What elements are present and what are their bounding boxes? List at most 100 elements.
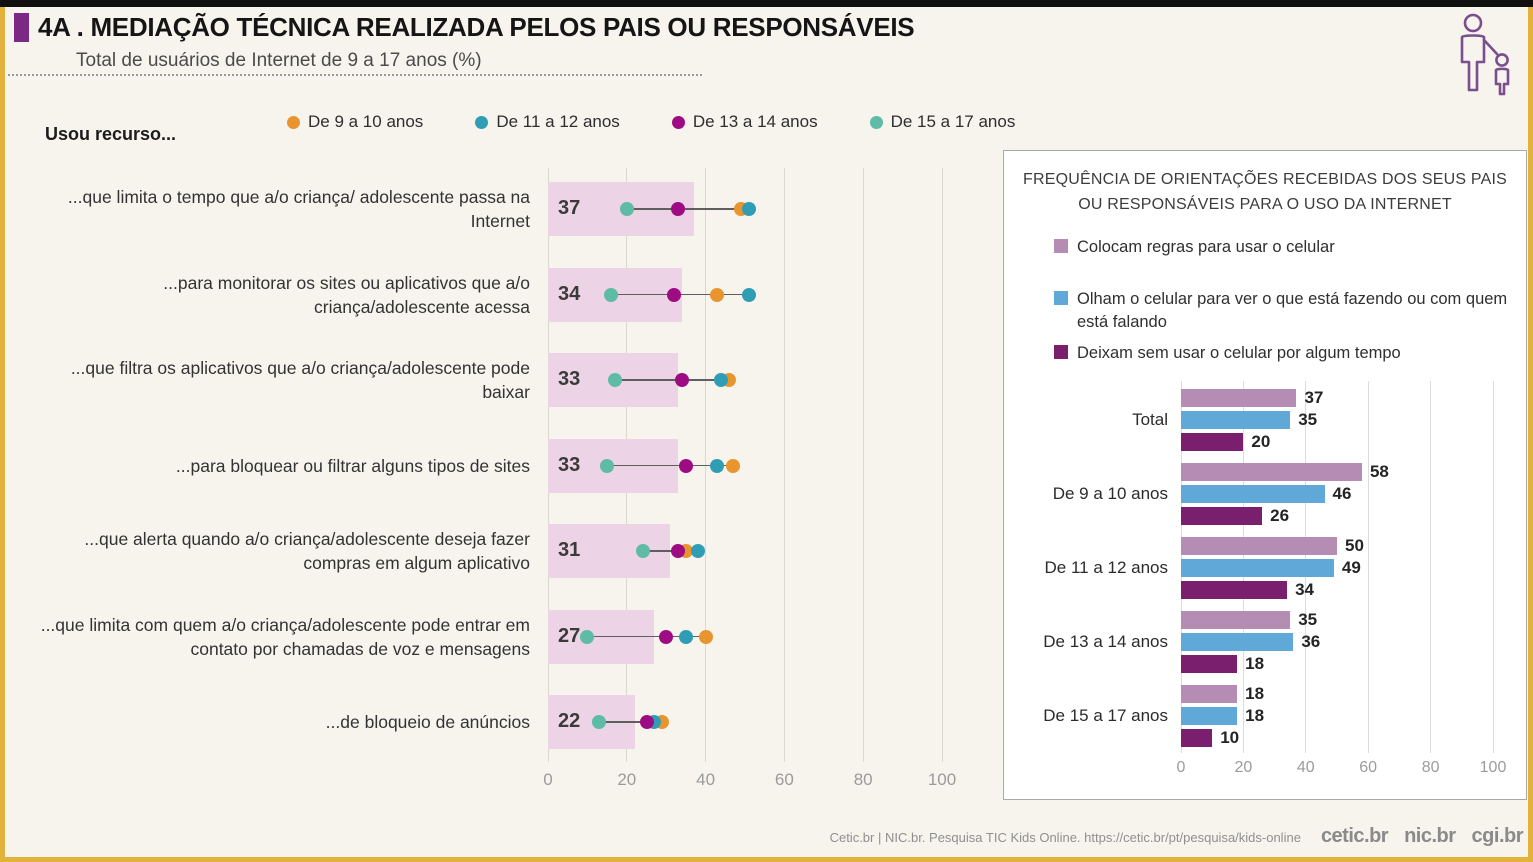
dot-de-15-a-17-anos bbox=[592, 715, 607, 729]
dot-connector bbox=[614, 379, 730, 381]
bar-colocam bbox=[1181, 537, 1337, 555]
legend-item-11-12: De 11 a 12 anos bbox=[475, 112, 620, 132]
frame-border bbox=[1528, 0, 1533, 862]
group-label: Total bbox=[1132, 410, 1168, 429]
total-value-label: 27 bbox=[558, 624, 581, 647]
cetic-logo: cetic.br bbox=[1320, 825, 1389, 847]
dot-de-15-a-17-anos bbox=[604, 287, 619, 302]
frequency-inset-panel: FREQUÊNCIA DE ORIENTAÇÕES RECEBIDAS DOS … bbox=[1003, 150, 1527, 800]
category-label: ...para monitorar os sites ou aplicativo… bbox=[163, 272, 530, 317]
bar-value-label: 50 bbox=[1345, 536, 1364, 555]
bar-value-label: 37 bbox=[1304, 388, 1324, 407]
legend-dot-13-14 bbox=[671, 115, 685, 129]
dot-de-11-a-12-anos bbox=[741, 287, 756, 302]
bar-value-label: 49 bbox=[1341, 558, 1361, 577]
category-label: ...que limita o tempo que a/o criança/ a… bbox=[67, 186, 530, 231]
dotted-separator bbox=[8, 74, 702, 76]
page-subtitle: Total de usuários de Internet de 9 a 17 … bbox=[76, 50, 482, 71]
bar-colocam bbox=[1181, 685, 1238, 703]
gridline bbox=[862, 168, 864, 762]
gridline bbox=[941, 168, 943, 762]
x-tick-label: 100 bbox=[927, 770, 957, 789]
inset-legend-label: Deixam sem usar o celular por algum temp… bbox=[1077, 344, 1401, 362]
x-tick-label: 60 bbox=[1359, 759, 1378, 776]
bar-value-label: 35 bbox=[1298, 610, 1318, 629]
bar-value-label: 10 bbox=[1220, 728, 1240, 747]
gridline bbox=[1430, 381, 1432, 753]
bar-value-label: 36 bbox=[1301, 632, 1321, 651]
inset-legend-swatch-check-phone bbox=[1054, 291, 1068, 305]
dot-de-13-a-14-anos bbox=[674, 373, 689, 387]
dot-connector bbox=[587, 635, 706, 638]
bar-olham bbox=[1181, 485, 1325, 503]
x-tick-label: 20 bbox=[1234, 759, 1253, 776]
legend-label: De 15 a 17 anos bbox=[890, 112, 1016, 131]
dot-de-15-a-17-anos bbox=[635, 544, 650, 558]
footer-logos: cetic.br nic.br cgi.br bbox=[1320, 825, 1524, 848]
category-label: ...que filtra os aplicativos que a/o cri… bbox=[70, 357, 530, 402]
group-label: De 15 a 17 anos bbox=[1043, 706, 1168, 725]
bar-deixam bbox=[1181, 433, 1244, 451]
title-marker bbox=[14, 13, 29, 42]
dot-de-13-a-14-anos bbox=[667, 287, 682, 302]
x-tick-label: 80 bbox=[1421, 759, 1440, 776]
parent-child-icon bbox=[1446, 12, 1526, 103]
dot-de-13-a-14-anos bbox=[659, 629, 674, 644]
dot-connector bbox=[599, 721, 663, 723]
x-tick-label: 80 bbox=[853, 770, 873, 789]
inset-legend-swatch-rules bbox=[1054, 239, 1068, 253]
x-tick-label: 0 bbox=[1176, 759, 1186, 776]
inset-legend-label: Olham o celular para ver o que está faze… bbox=[1077, 290, 1508, 332]
legend-dot-15-17 bbox=[869, 115, 883, 129]
x-tick-label: 0 bbox=[543, 770, 553, 789]
bar-value-label: 18 bbox=[1245, 684, 1265, 703]
total-value-label: 31 bbox=[558, 539, 581, 562]
group-label: De 9 a 10 anos bbox=[1052, 484, 1168, 503]
x-tick-label: 100 bbox=[1479, 759, 1507, 776]
total-value-label: 33 bbox=[558, 453, 581, 476]
bar-olham bbox=[1181, 411, 1291, 429]
legend-item-15-17: De 15 a 17 anos bbox=[869, 112, 1016, 132]
bar-value-label: 35 bbox=[1298, 410, 1318, 429]
dot-de-13-a-14-anos bbox=[639, 715, 654, 729]
legend-label: De 9 a 10 anos bbox=[308, 112, 424, 131]
inset-legend-item-rules: Colocam regras para usar o celular bbox=[1054, 236, 1508, 259]
bar-olham bbox=[1181, 559, 1334, 577]
frame-border bbox=[0, 0, 5, 862]
cgi-logo: cgi.br bbox=[1471, 825, 1524, 847]
dot-de-11-a-12-anos bbox=[678, 629, 693, 644]
group-label: De 11 a 12 anos bbox=[1044, 558, 1169, 577]
bar-colocam bbox=[1181, 463, 1362, 481]
dot-de-15-a-17-anos bbox=[619, 202, 634, 216]
dot-de-15-a-17-anos bbox=[580, 629, 595, 644]
bar-deixam bbox=[1181, 507, 1263, 525]
bar-value-label: 18 bbox=[1245, 706, 1265, 725]
bar-olham bbox=[1181, 707, 1238, 725]
group-label: De 13 a 14 anos bbox=[1043, 632, 1168, 651]
inset-legend-swatch-no-phone bbox=[1054, 345, 1068, 359]
inset-title: FREQUÊNCIA DE ORIENTAÇÕES RECEBIDAS DOS … bbox=[1023, 171, 1507, 213]
category-label: ...que limita com quem a/o criança/adole… bbox=[40, 614, 530, 659]
gridline bbox=[783, 168, 785, 762]
total-value-label: 33 bbox=[558, 368, 581, 391]
legend-label: De 11 a 12 anos bbox=[496, 112, 620, 131]
gridline bbox=[1367, 381, 1369, 753]
legend-item-13-14: De 13 a 14 anos bbox=[671, 112, 818, 132]
dot-de-15-a-17-anos bbox=[600, 458, 615, 473]
bar-value-label: 26 bbox=[1270, 506, 1290, 525]
bar-deixam bbox=[1181, 655, 1238, 673]
total-value-label: 22 bbox=[558, 710, 581, 733]
legend-dot-11-12 bbox=[475, 115, 489, 129]
dot-de-13-a-14-anos bbox=[678, 458, 693, 473]
dot-de-15-a-17-anos bbox=[607, 373, 622, 387]
dot-de-11-a-12-anos bbox=[690, 544, 705, 558]
bar-value-label: 18 bbox=[1245, 654, 1265, 673]
footer-source-text: Cetic.br | NIC.br. Pesquisa TIC Kids Onl… bbox=[829, 830, 1301, 845]
legend-item-9-10: De 9 a 10 anos bbox=[287, 112, 423, 132]
total-value-label: 34 bbox=[558, 282, 581, 305]
x-tick-label: 60 bbox=[774, 770, 794, 789]
inset-legend-item-no-phone: Deixam sem usar o celular por algum temp… bbox=[1054, 342, 1508, 365]
main-chart-legend: De 9 a 10 anos De 11 a 12 anos De 13 a 1… bbox=[287, 112, 1015, 132]
gridline bbox=[1492, 381, 1494, 753]
